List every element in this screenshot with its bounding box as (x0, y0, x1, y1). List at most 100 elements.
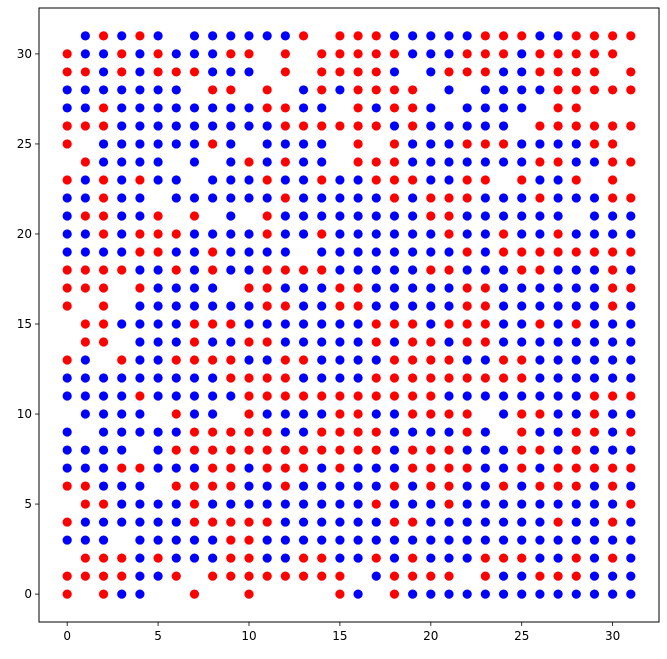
data-point (298, 553, 309, 563)
data-point (117, 67, 127, 77)
data-point (426, 193, 436, 203)
data-point (389, 283, 400, 293)
data-point (226, 517, 236, 527)
data-point (317, 85, 327, 95)
data-point (208, 535, 218, 545)
data-point (517, 265, 527, 275)
data-point (498, 283, 509, 293)
data-point (80, 445, 90, 455)
data-point (189, 553, 200, 563)
data-point (80, 265, 90, 275)
data-point (171, 49, 181, 59)
data-point (80, 391, 90, 401)
data-point (117, 445, 127, 455)
data-point (480, 373, 490, 383)
data-point (389, 229, 400, 239)
data-point (208, 409, 218, 419)
data-point (298, 211, 309, 221)
data-point (444, 481, 454, 491)
data-point (262, 247, 272, 257)
data-point (335, 409, 345, 419)
data-point (371, 247, 381, 257)
data-point (262, 265, 272, 275)
data-point (135, 265, 145, 275)
data-point (608, 499, 618, 509)
data-point (244, 49, 254, 59)
data-point (171, 571, 181, 581)
data-point (444, 121, 454, 131)
data-point (480, 229, 490, 239)
data-point (298, 463, 309, 473)
data-point (208, 373, 218, 383)
data-point (535, 391, 545, 401)
data-point (335, 301, 345, 311)
data-point (353, 589, 363, 599)
data-point (553, 211, 563, 221)
data-point (171, 373, 181, 383)
data-point (262, 499, 272, 509)
data-point (353, 517, 363, 527)
data-point (571, 391, 581, 401)
data-point (62, 67, 72, 77)
data-point (335, 553, 345, 563)
data-point (480, 283, 490, 293)
data-point (571, 445, 581, 455)
data-point (444, 499, 454, 509)
data-point (335, 571, 345, 581)
data-point (553, 85, 563, 95)
data-point (571, 265, 581, 275)
data-point (408, 301, 418, 311)
data-point (444, 139, 454, 149)
data-point (298, 499, 309, 509)
data-point (426, 355, 436, 365)
data-point (208, 517, 218, 527)
data-point (244, 463, 254, 473)
data-point (262, 193, 272, 203)
data-point (280, 373, 290, 383)
data-point (462, 301, 472, 311)
data-point (498, 571, 509, 581)
data-point (280, 193, 290, 203)
data-point (444, 445, 454, 455)
data-point (226, 337, 236, 347)
data-point (462, 265, 472, 275)
data-point (262, 409, 272, 419)
data-point (444, 229, 454, 239)
x-tick-label: 5 (154, 629, 162, 643)
data-point (480, 445, 490, 455)
data-point (298, 31, 309, 41)
data-point (317, 193, 327, 203)
data-point (135, 409, 145, 419)
data-point (98, 499, 109, 509)
data-point (480, 49, 490, 59)
data-point (498, 445, 509, 455)
data-point (262, 445, 272, 455)
data-point (571, 85, 581, 95)
y-tick-label: 30 (17, 47, 32, 61)
data-point (317, 481, 327, 491)
data-point (535, 247, 545, 257)
data-point (117, 391, 127, 401)
data-point (189, 427, 200, 437)
data-point (371, 85, 381, 95)
data-point (117, 103, 127, 113)
data-point (353, 301, 363, 311)
data-point (462, 445, 472, 455)
data-point (444, 517, 454, 527)
y-axis: 0 5 10 15 20 25 30 (17, 47, 39, 601)
data-point (135, 427, 145, 437)
data-point (462, 553, 472, 563)
data-point (208, 445, 218, 455)
data-point (335, 283, 345, 293)
data-point (135, 247, 145, 257)
data-point (462, 103, 472, 113)
data-point (353, 463, 363, 473)
data-point (408, 31, 418, 41)
data-point (335, 265, 345, 275)
data-point (98, 481, 109, 491)
x-tick-label: 10 (241, 629, 256, 643)
data-point (517, 517, 527, 527)
data-point (280, 283, 290, 293)
data-point (171, 229, 181, 239)
data-point (608, 319, 618, 329)
